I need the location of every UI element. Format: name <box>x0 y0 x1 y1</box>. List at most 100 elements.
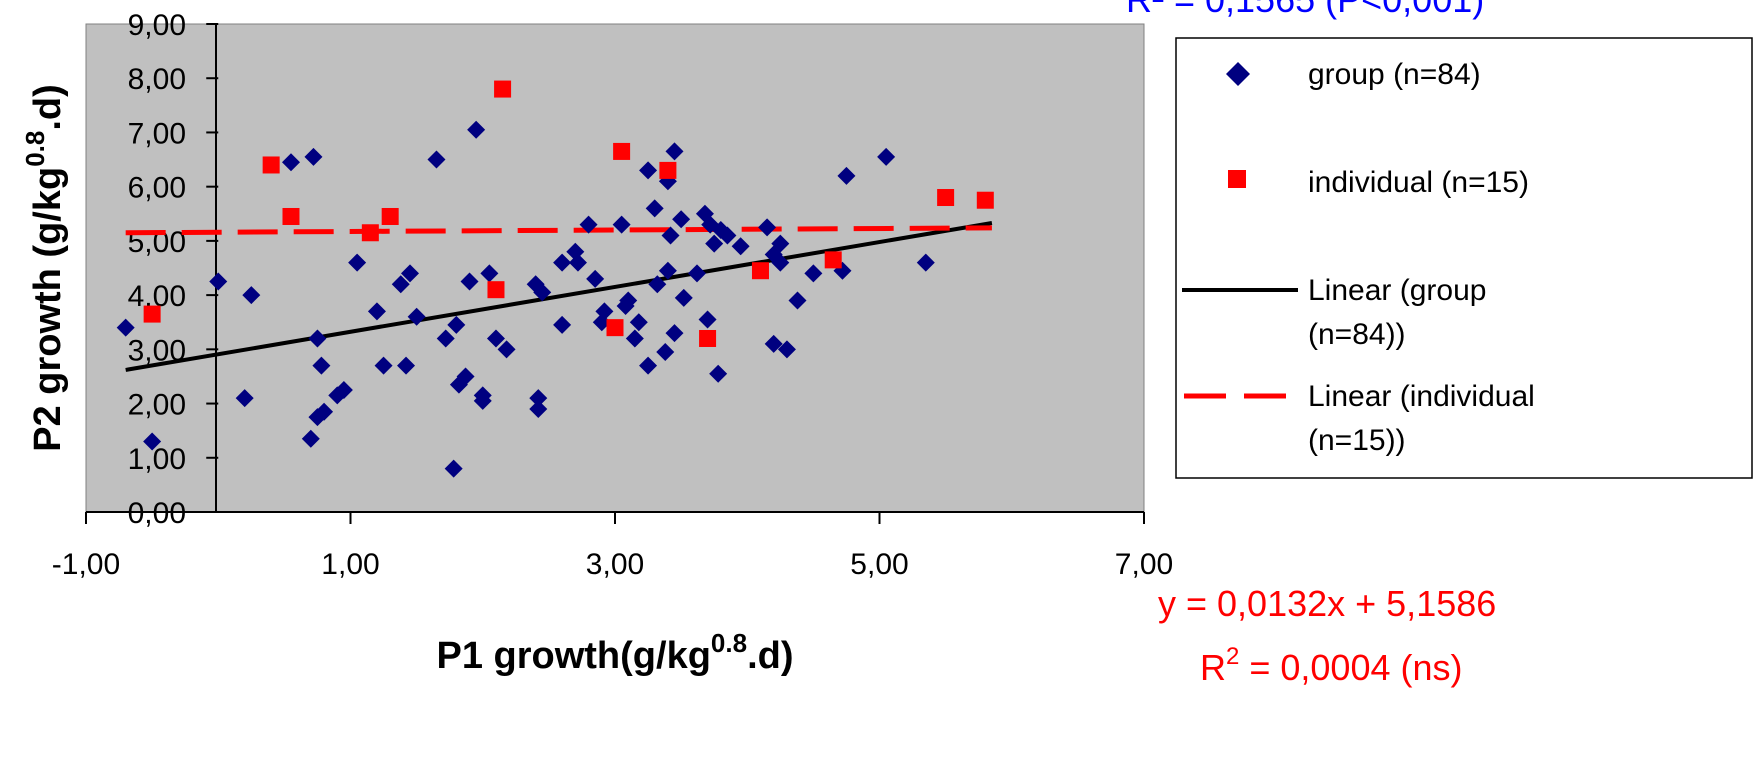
group-point <box>533 283 552 302</box>
individual-point <box>976 191 994 209</box>
individual-point <box>381 207 399 225</box>
y-tick-label: 1,00 <box>128 443 186 476</box>
group-point <box>374 356 393 375</box>
group-point <box>777 340 796 359</box>
legend-group-fit-label-line1: Linear (group <box>1308 274 1486 307</box>
y-tick-label: 6,00 <box>128 172 186 205</box>
group-point <box>312 356 331 375</box>
legend-group-fit-label-line2: (n=84)) <box>1308 318 1406 351</box>
group-point <box>916 253 935 272</box>
series-layer <box>116 80 994 478</box>
individual-r2-annotation: R2 = 0,0004 (ns) <box>1200 643 1463 688</box>
group-point <box>143 432 162 451</box>
group-point <box>612 215 631 234</box>
group-point <box>764 334 783 353</box>
individual-r2-superscript: 2 <box>1226 643 1239 670</box>
group-point <box>804 264 823 283</box>
group-point <box>639 356 658 375</box>
individual-trend-line <box>125 225 992 236</box>
individual-point <box>494 80 512 98</box>
group-point <box>758 218 777 237</box>
y-tick-label: 9,00 <box>128 9 186 42</box>
group-point <box>553 315 572 334</box>
group-point <box>645 199 664 218</box>
group-point <box>658 261 677 280</box>
x-axis-title-tail: .d) <box>747 635 793 677</box>
group-point <box>553 253 572 272</box>
group-point <box>529 399 548 418</box>
group-point <box>444 459 463 478</box>
group-point <box>281 153 300 172</box>
x-tick-label: 1,00 <box>321 548 379 581</box>
group-point <box>467 120 486 139</box>
individual-equation-annotation: y = 0,0132x + 5,1586 <box>1158 583 1496 624</box>
y-axis-title: P2 growth (g/kg0.8.d) <box>20 84 69 452</box>
group-point <box>764 245 783 264</box>
group-point <box>529 389 548 408</box>
group-point <box>480 264 499 283</box>
y-axis-title-tail: .d) <box>27 84 69 130</box>
individual-point <box>143 305 161 323</box>
group-r2-annotation: R² = 0,1565 (P<0,001) <box>1126 0 1484 20</box>
group-point <box>456 367 475 386</box>
group-point <box>497 340 516 359</box>
group-point <box>308 329 327 348</box>
individual-point <box>659 161 677 179</box>
group-point <box>788 291 807 310</box>
individual-point <box>751 262 769 280</box>
group-point <box>391 275 410 294</box>
group-point <box>674 288 693 307</box>
group-point <box>568 253 587 272</box>
group-point <box>837 166 856 185</box>
group-point <box>407 307 426 326</box>
group-point <box>639 161 658 180</box>
group-point <box>334 381 353 399</box>
group-point <box>209 272 228 291</box>
x-tick-label: 3,00 <box>586 548 644 581</box>
x-tick-label: 5,00 <box>850 548 908 581</box>
group-point <box>687 264 706 283</box>
group-point <box>427 150 446 169</box>
individual-point <box>606 319 624 337</box>
group-point <box>625 329 644 348</box>
group-point <box>731 237 750 256</box>
x-tick-label: 7,00 <box>1115 548 1173 581</box>
group-point <box>595 302 614 321</box>
individual-point <box>937 189 955 207</box>
group-point <box>473 391 492 410</box>
legend-individual-fit-label-line2: (n=15)) <box>1308 424 1406 457</box>
group-point <box>235 389 254 408</box>
legend: group (n=84) individual (n=15) Linear (g… <box>1175 37 1753 479</box>
group-point <box>367 302 386 321</box>
x-axis-ticks: -1,00 1,00 3,00 5,00 7,00 <box>52 512 1173 581</box>
group-point <box>401 264 420 283</box>
individual-point <box>699 329 717 347</box>
legend-group-label: group (n=84) <box>1308 58 1481 91</box>
group-point <box>718 226 737 245</box>
y-tick-label: 8,00 <box>128 63 186 96</box>
group-point <box>672 210 691 229</box>
plot-area <box>85 23 1145 513</box>
group-point <box>586 269 605 288</box>
y-tick-label: 2,00 <box>128 389 186 422</box>
group-point <box>661 226 680 245</box>
group-point <box>709 364 728 383</box>
group-point <box>877 147 896 166</box>
group-point <box>665 142 684 161</box>
group-point <box>648 275 667 294</box>
group-point <box>116 318 135 337</box>
individual-point <box>361 224 379 242</box>
group-point <box>486 329 505 348</box>
group-trend-line <box>125 221 993 372</box>
individual-point <box>282 207 300 225</box>
group-point <box>348 253 367 272</box>
individual-point <box>262 156 280 174</box>
legend-individual-label: individual (n=15) <box>1308 166 1529 199</box>
group-point <box>397 356 416 375</box>
group-point <box>656 343 675 362</box>
group-point <box>304 147 323 166</box>
individual-point <box>824 251 842 269</box>
group-point <box>301 429 320 448</box>
y-axis-title-superscript: 0.8 <box>20 131 50 167</box>
